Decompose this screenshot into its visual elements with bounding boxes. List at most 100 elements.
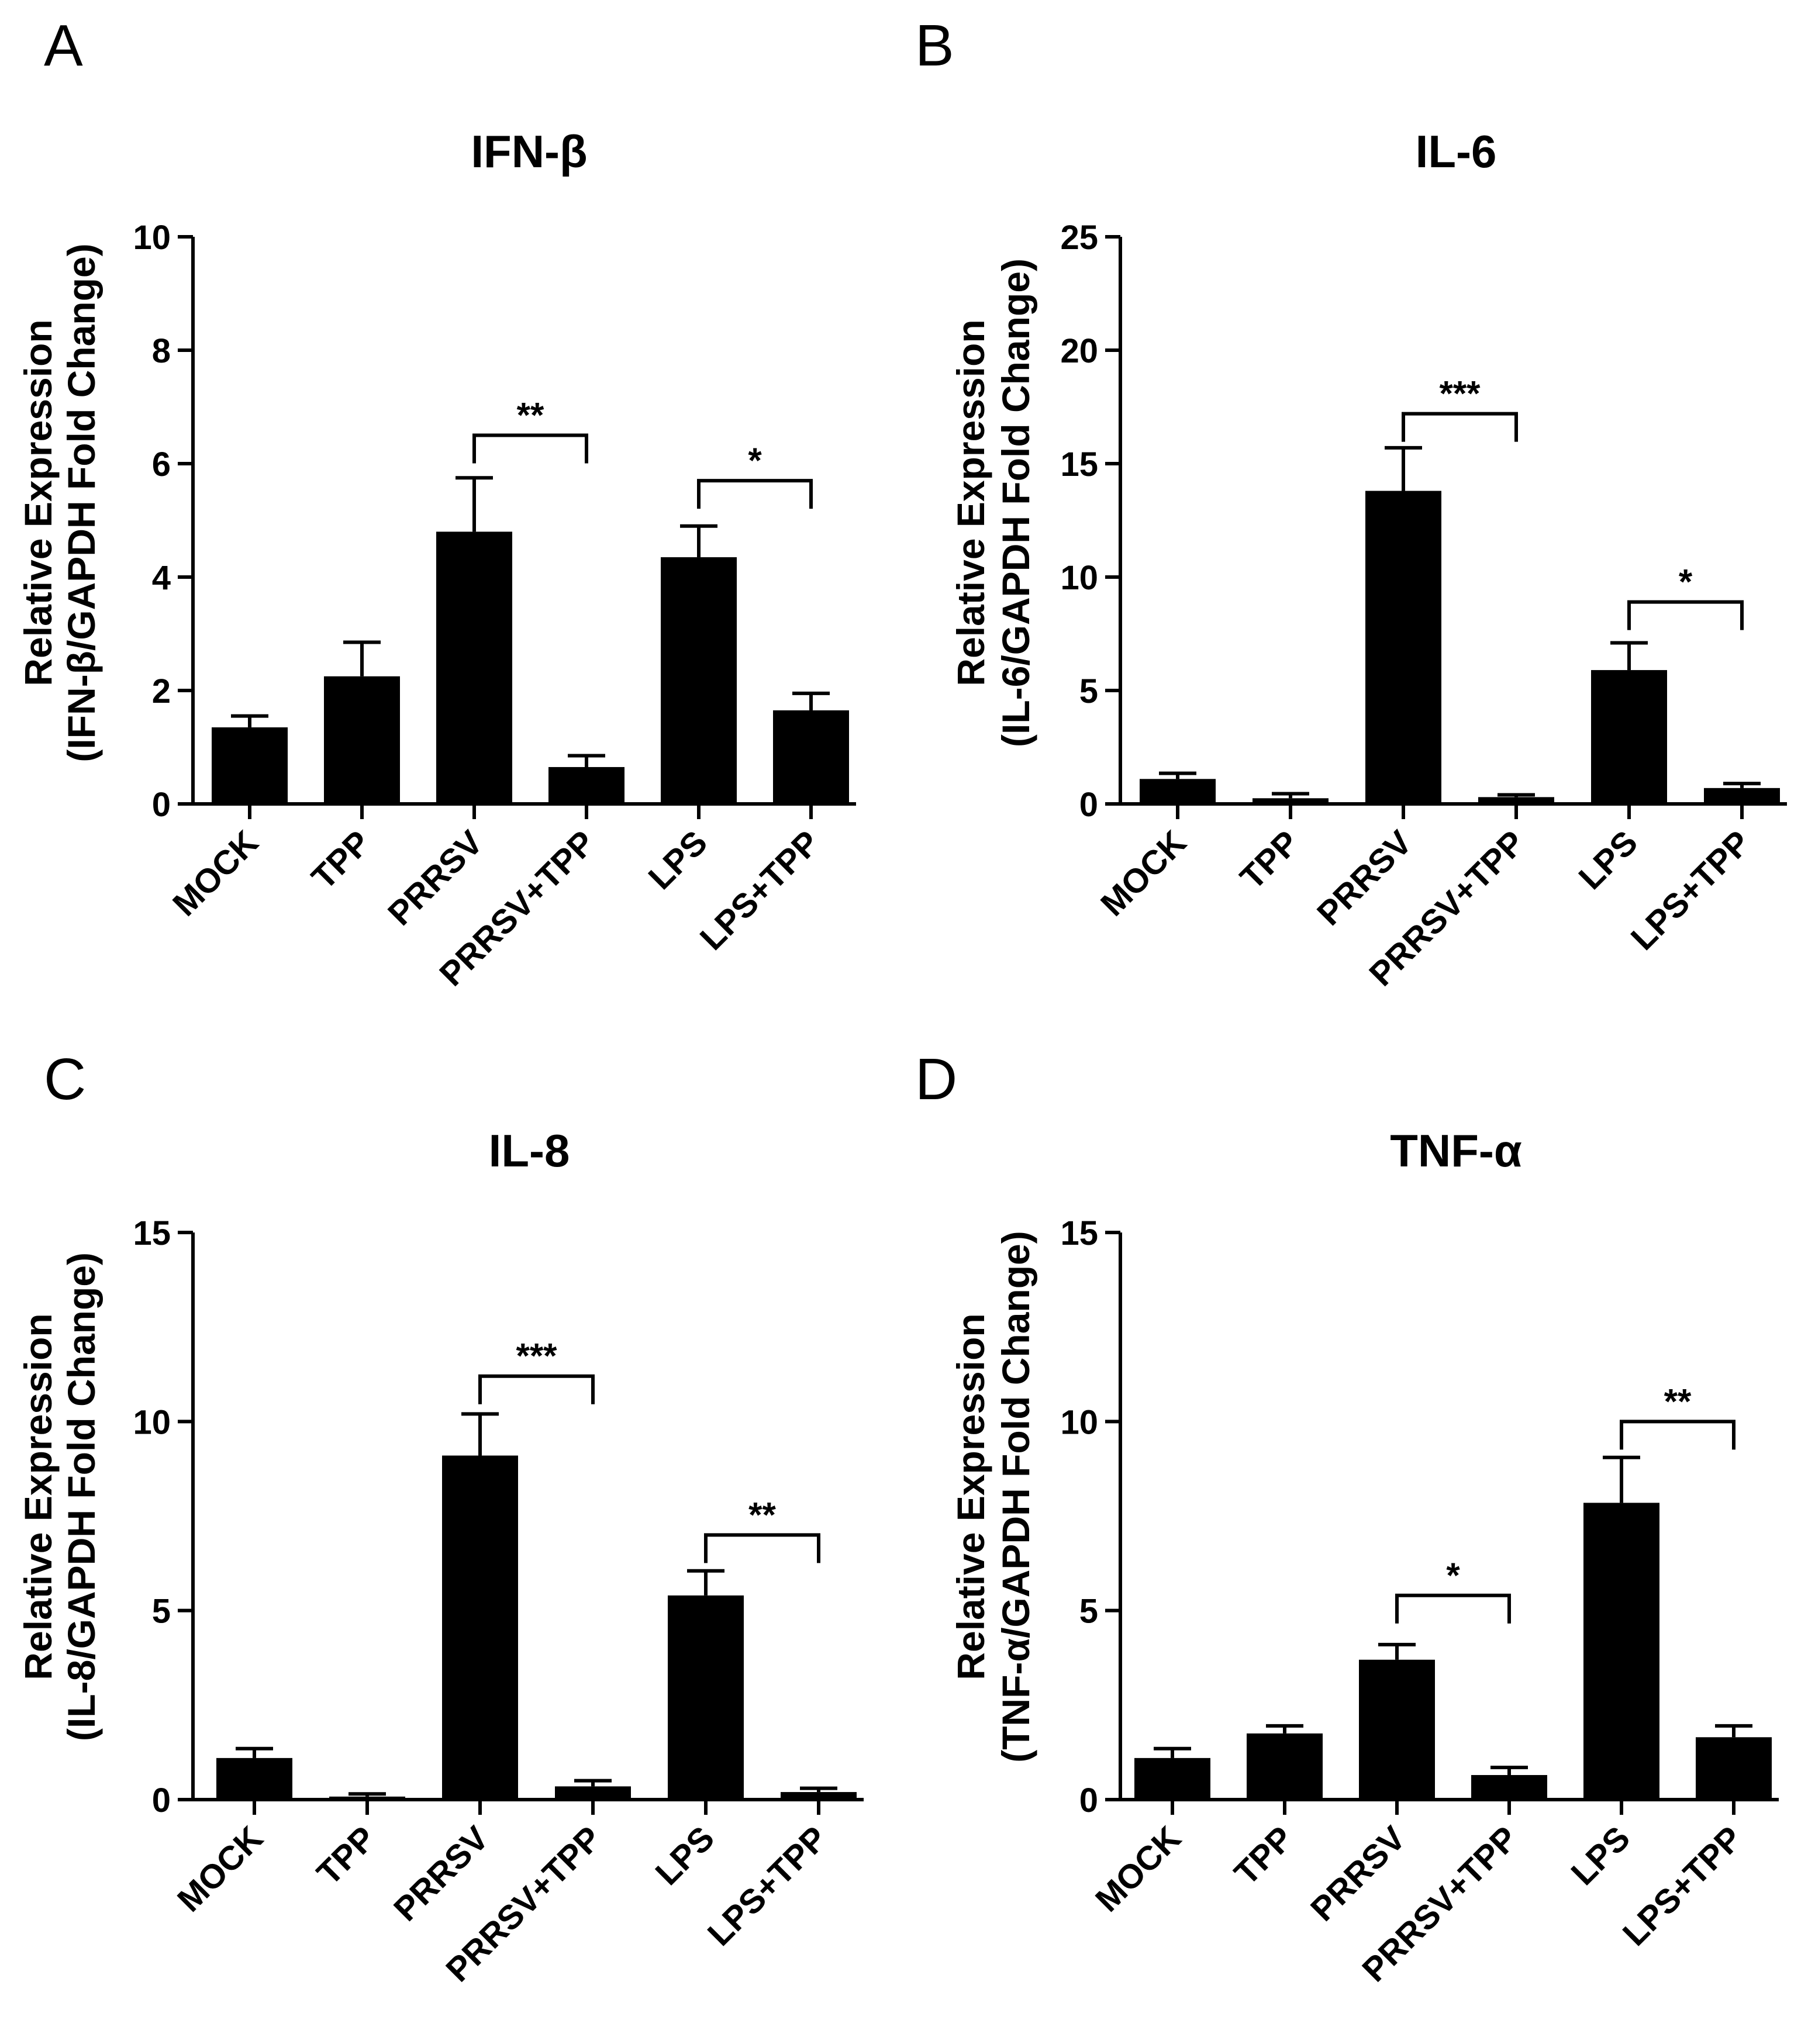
bar-a: [324, 676, 400, 804]
y-tick-label-a: 0: [152, 786, 171, 824]
y-tick-label-a: 8: [152, 332, 171, 370]
y-axis-label-a: Relative Expression: [16, 319, 60, 686]
category-label-c: LPS+TPP: [701, 1819, 834, 1953]
significance-label-b: *: [1679, 562, 1693, 602]
category-label-a: TPP: [304, 823, 378, 897]
category-label-b: LPS: [1571, 823, 1645, 897]
bar-d: [1134, 1758, 1210, 1800]
significance-bracket-b: [1402, 412, 1518, 442]
bar-c: [668, 1595, 744, 1800]
significance-label-a: **: [517, 396, 544, 435]
y-tick-label-a: 4: [152, 559, 171, 597]
category-label-a: MOCK: [165, 823, 265, 923]
category-label-c: MOCK: [170, 1819, 270, 1919]
significance-bracket-a: [697, 479, 813, 509]
y-axis-label-d: Relative Expression: [949, 1313, 992, 1680]
panel-label-a: A: [44, 13, 83, 78]
category-label-a: LPS+TPP: [693, 823, 827, 957]
panel-label-b: B: [915, 13, 954, 78]
bar-b: [1140, 779, 1216, 804]
chart-title-d: TNF-α: [1390, 1125, 1522, 1176]
bar-d: [1471, 1774, 1547, 1800]
category-label-d: LPS: [1564, 1819, 1637, 1893]
bar-d: [1696, 1737, 1772, 1800]
category-label-b: PRRSV: [1310, 823, 1419, 933]
significance-bracket-b: [1627, 600, 1744, 630]
y-tick-label-c: 10: [133, 1403, 171, 1441]
y-tick-label-d: 0: [1079, 1781, 1098, 1819]
significance-bracket-c: [704, 1533, 820, 1563]
significance-label-c: ***: [516, 1337, 557, 1376]
significance-bracket-d: [1620, 1420, 1735, 1450]
category-label-c: TPP: [309, 1819, 383, 1893]
category-label-a: PRRSV: [381, 823, 490, 933]
significance-label-a: *: [748, 441, 762, 480]
bar-a: [436, 531, 512, 804]
bar-d: [1359, 1659, 1435, 1800]
category-label-d: MOCK: [1088, 1819, 1188, 1919]
bar-b: [1253, 798, 1329, 804]
y-tick-label-b: 25: [1060, 219, 1098, 257]
y-axis-sublabel-d: (TNF-α/GAPDH Fold Change): [994, 1231, 1037, 1762]
panel-label-c: C: [44, 1047, 86, 1112]
chart-panel-c: C IL-8 Relative Expression (IL-8/GAPDH Fold…: [16, 1047, 864, 1989]
bar-a: [661, 557, 737, 804]
y-tick-label-d: 5: [1079, 1593, 1098, 1631]
significance-bracket-a: [472, 433, 588, 464]
bar-a: [548, 766, 624, 804]
y-tick-label-d: 10: [1060, 1403, 1098, 1441]
y-axis-label-b: Relative Expression: [949, 319, 992, 686]
significance-bracket-d: [1395, 1593, 1511, 1624]
significance-label-d: **: [1664, 1382, 1692, 1421]
significance-bracket-c: [478, 1374, 595, 1404]
y-tick-label-a: 2: [152, 672, 171, 710]
category-label-a: LPS: [641, 823, 715, 897]
category-label-c: LPS: [648, 1819, 722, 1893]
y-axis-sublabel-a: (IFN-β/GAPDH Fold Change): [60, 243, 103, 762]
category-label-b: LPS+TPP: [1624, 823, 1758, 957]
category-label-c: PRRSV: [387, 1819, 496, 1928]
chart-panel-b: B IL-6 Relative Expression (IL-6/GAPDH Fold…: [915, 13, 1787, 993]
chart-panel-a: A IFN-β Relative Expression (IFN-β/GAPDH Fo…: [16, 13, 856, 993]
significance-label-d: *: [1446, 1556, 1460, 1595]
category-label-b: TPP: [1233, 823, 1306, 897]
y-tick-label-c: 0: [152, 1781, 171, 1819]
bar-b: [1365, 491, 1441, 804]
bar-c: [329, 1796, 405, 1800]
bar-a: [212, 727, 288, 804]
y-tick-label-c: 5: [152, 1593, 171, 1631]
chart-title-a: IFN-β: [471, 126, 587, 177]
bar-d: [1583, 1503, 1659, 1800]
category-label-d: LPS+TPP: [1616, 1819, 1750, 1953]
bar-c: [781, 1792, 857, 1800]
y-tick-label-a: 6: [152, 446, 171, 484]
category-label-d: PRRSV: [1303, 1819, 1413, 1928]
significance-label-c: **: [748, 1495, 776, 1534]
y-tick-label-b: 10: [1060, 559, 1098, 597]
bar-c: [442, 1455, 518, 1800]
bar-a: [773, 710, 849, 804]
chart-title-b: IL-6: [1416, 126, 1497, 177]
y-tick-label-b: 5: [1079, 672, 1098, 710]
y-tick-label-a: 10: [133, 219, 171, 257]
bar-b: [1478, 797, 1554, 804]
chart-title-c: IL-8: [489, 1125, 570, 1176]
bar-c: [555, 1786, 631, 1800]
y-axis-sublabel-c: (IL-8/GAPDH Fold Change): [60, 1252, 103, 1741]
significance-label-b: ***: [1439, 374, 1481, 413]
bar-c: [216, 1758, 292, 1800]
y-axis-sublabel-b: (IL-6/GAPDH Fold Change): [994, 258, 1037, 747]
bar-b: [1704, 788, 1780, 804]
category-label-d: TPP: [1227, 1819, 1300, 1893]
panel-label-d: D: [915, 1047, 957, 1112]
y-tick-label-d: 15: [1060, 1214, 1098, 1252]
bar-b: [1591, 670, 1667, 804]
y-tick-label-b: 15: [1060, 446, 1098, 484]
y-tick-label-b: 0: [1079, 786, 1098, 824]
y-tick-label-b: 20: [1060, 332, 1098, 370]
y-tick-label-c: 15: [133, 1214, 171, 1252]
chart-panel-d: D TNF-α Relative Expression (TNF-α/GAPDH Fo…: [915, 1047, 1779, 1989]
category-label-b: MOCK: [1093, 823, 1193, 923]
